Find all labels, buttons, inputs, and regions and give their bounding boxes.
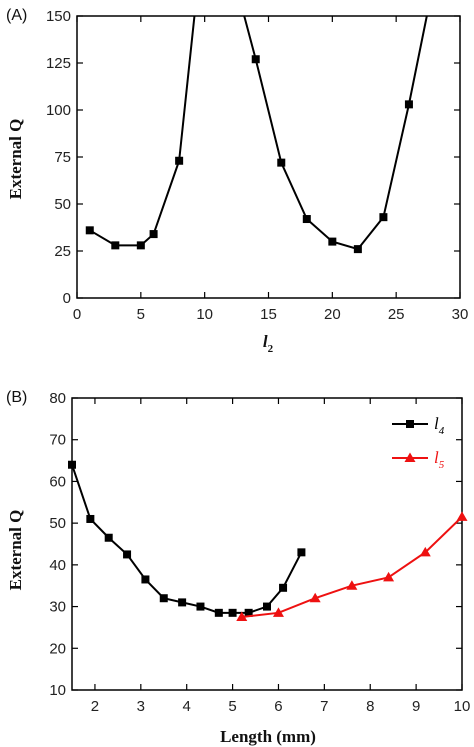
panel-a-y-tick-label: 125 [46,55,71,72]
panel-b-x-tick-label: 4 [183,698,191,715]
panel-b-series-0-point [297,548,306,557]
panel-b-x-tick-label: 5 [228,698,236,715]
panel-b-series-1-point [272,607,284,617]
panel-b-legend-label-0: l4 [434,414,445,437]
panel-b-x-tick-label: 6 [274,698,282,715]
panel-b-plot: 2 3 4 5 6 7 8 9 10 10 20 30 40 50 60 70 80 l4 l5 [49,390,470,715]
panel-b-legend-marker-0 [406,420,414,428]
panel-b-label: (B) [6,389,27,406]
panel-b-legend-marker-1 [404,452,416,462]
panel-a-series-0-point [175,156,184,165]
panel-a-y-axis-title: External Q [6,119,25,200]
panel-a-series-0-point [404,100,413,109]
panel-a-series-0-point [149,230,158,239]
panel-b-y-tick-label: 80 [49,390,66,407]
panel-a-series-0-point [353,245,362,254]
panel-b-y-tick-label: 50 [49,515,66,532]
panel-a-y-tick-label: 100 [46,102,71,119]
panel-a-x-tick-label: 0 [73,306,81,323]
panel-b-x-tick-label: 8 [366,698,374,715]
panel-a-x-tick-label: 10 [196,306,213,323]
panel-b-x-tick-label: 7 [320,698,328,715]
panel-b-series-0-point [263,602,271,611]
panel-a-series-0-point [277,158,286,167]
panel-a-y-tick-label: 25 [54,243,71,260]
panel-b-x-tick-label: 2 [91,698,99,715]
panel-a-series-0-point [251,55,260,64]
panel-a-x-tick-label: 30 [452,306,469,323]
panel-b-series-0-point [196,602,205,611]
panel-b-series-0-point [244,608,253,617]
panel-a-series-0-point [111,241,120,250]
panel-a-series-0-point [379,213,388,222]
panel-b-series-1-line [241,516,462,618]
panel-a-x-tick-label: 15 [260,306,277,323]
panel-b-y-tick-label: 30 [49,599,66,616]
panel-b-y-tick-label: 70 [49,432,66,449]
panel-b-series-0-point [68,460,76,469]
panel-a-x-tick-label: 20 [324,306,341,323]
panel-a-series-0-point [302,215,311,224]
panel-b-x-tick-label: 3 [137,698,145,715]
panel-b-x-tick-label: 10 [454,698,471,715]
panel-b-y-tick-label: 60 [49,473,66,490]
panel-a-x-tick-label: 5 [137,306,145,323]
panel-b-y-tick-label: 20 [49,640,66,657]
panel-b-series-0-point [159,594,168,603]
panel-b-legend-label-1: l5 [434,448,445,471]
panel-a-frame [76,15,461,299]
panel-a-series-0-point [328,237,337,246]
panel-a-y-tick-label: 0 [63,290,71,307]
panel-a-y-tick-label: 150 [46,8,71,25]
panel-b-series-1-point [383,571,395,582]
panel-b-series-0-point [86,514,95,523]
panel-b-series-0-point [228,608,237,617]
panel-a-series-0-point [136,241,145,250]
panel-a-y-tick-label: 75 [54,149,71,166]
panel-b-series-1-point [236,611,248,621]
panel-b-x-axis-title: Length (mm) [220,727,316,746]
panel-a-series-0-line [89,16,428,251]
panel-a-x-tick-label: 25 [388,306,405,323]
panel-b-y-tick-label: 10 [49,682,66,699]
panel-a-y-tick-label: 50 [54,196,71,213]
panel-b-frame [71,397,463,691]
panel-b-series-0-point [178,598,187,607]
panel-a-series-0-point [85,226,94,235]
panel-a-plot: 0 5 10 15 20 25 30 0 25 50 75 100 125 150 [46,8,468,323]
panel-b-x-tick-label: 9 [412,698,420,715]
panel-b-series-0-point [123,550,132,559]
panel-b-series-0-point [214,608,223,617]
panel-a-x-axis-title: l2 [263,332,274,355]
panel-b-series-1-point [346,580,358,590]
panel-b-series-0-point [141,575,150,584]
panel-b-series-1-point [419,546,431,557]
panel-b-series-1-point [309,592,321,603]
panel-b-y-axis-title: External Q [6,510,25,591]
panel-b-series-1-point [456,511,468,521]
panel-b-series-0-point [104,533,113,542]
panel-b-series-0-point [279,583,288,592]
panel-b-y-tick-label: 40 [49,557,66,574]
panel-a-label: (A) [6,7,27,24]
